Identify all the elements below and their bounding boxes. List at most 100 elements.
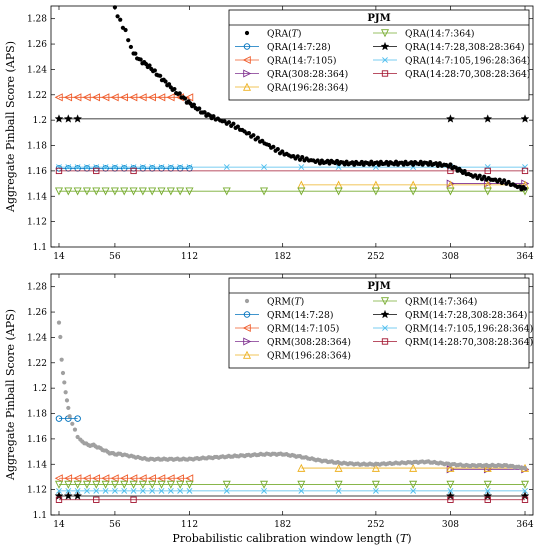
panel-1-series-marker bbox=[129, 474, 138, 483]
panel-0-series-7 bbox=[55, 167, 529, 175]
panel-0-ytick-label: 1.26 bbox=[27, 40, 47, 50]
panel-0-legend-swatch-marker bbox=[382, 57, 388, 63]
panel-0-y-axis-label: Aggregate Pinball Score (APS) bbox=[4, 41, 17, 213]
panel-1-series-marker bbox=[335, 487, 342, 494]
legend-curve-main: QRA( bbox=[267, 28, 292, 39]
x-axis-label-end: ) bbox=[407, 532, 411, 545]
panel-0-series-marker bbox=[185, 187, 194, 196]
panel-1-legend-swatch-marker bbox=[381, 338, 389, 345]
panel-1-legend-swatch-marker bbox=[242, 323, 251, 333]
panel-1-curve-point bbox=[70, 421, 75, 426]
panel-1-ytick-label: 1.26 bbox=[27, 308, 47, 318]
panel-0-series-marker bbox=[139, 164, 146, 171]
panel-1-series-marker bbox=[166, 480, 175, 489]
panel-1-series-marker bbox=[157, 480, 166, 489]
panel-1-series-marker bbox=[483, 491, 493, 500]
panel-0-axes-box bbox=[50, 5, 534, 248]
panel-1-curve-point bbox=[56, 320, 62, 325]
panel-0-series-marker bbox=[176, 187, 185, 196]
panel-0-legend-label: QRA(14:7:105) bbox=[267, 55, 337, 66]
panel-1-series-marker bbox=[409, 480, 418, 489]
panel-1-series-marker bbox=[222, 480, 231, 489]
panel-1-legend-swatch-marker bbox=[382, 325, 388, 331]
panel-0-series-marker bbox=[120, 187, 129, 196]
panel-0-curve-point bbox=[477, 173, 482, 178]
panel-0-series-marker bbox=[73, 187, 82, 196]
panel-1-series-marker bbox=[149, 487, 156, 494]
panel-0-curve-point bbox=[138, 57, 143, 62]
panel-0-series-marker bbox=[82, 93, 91, 102]
panel-1-series-marker bbox=[522, 487, 528, 494]
panel-1-xtick-label: 308 bbox=[442, 520, 459, 530]
panel-0-series-marker bbox=[158, 164, 165, 171]
panel-0-series-marker bbox=[54, 187, 64, 196]
panel-1-legend-label: QRM(196:28:364) bbox=[267, 350, 351, 361]
panel-1-series-marker bbox=[64, 480, 73, 489]
panel-1-legend-swatch-marker bbox=[380, 297, 390, 306]
panel-1-legend-label: QRM(14:7:105) bbox=[267, 323, 339, 334]
panel-0-series-5 bbox=[54, 114, 530, 123]
panel-1-series-marker bbox=[73, 474, 82, 483]
panel-1-xtick-label: 112 bbox=[181, 520, 198, 530]
panel-1-legend-entry: QRM(14:7:28,308:28:364) bbox=[373, 310, 527, 321]
panel-1-legend-label: QRM(14:28:70,308:28:364) bbox=[405, 337, 533, 348]
panel-1-series-marker bbox=[409, 463, 418, 472]
panel-0-curve-point bbox=[172, 86, 177, 92]
panel-0-curve-point bbox=[115, 14, 120, 19]
panel-0-series-marker bbox=[130, 164, 137, 171]
panel-1-series-marker bbox=[446, 463, 455, 472]
panel-1-series-marker bbox=[138, 480, 147, 489]
panel-1-series-marker bbox=[447, 496, 454, 503]
panel-1-y-axis-label: Aggregate Pinball Score (APS) bbox=[4, 309, 17, 481]
panel-1-series-6 bbox=[56, 487, 528, 494]
panel-0-series-marker bbox=[261, 164, 267, 171]
panel-0-legend-label: QRA(14:7:28) bbox=[267, 42, 331, 53]
panel-0-curve-point bbox=[158, 73, 163, 78]
x-axis-label-var: T bbox=[400, 532, 409, 545]
panel-0-curve-point bbox=[462, 168, 467, 174]
panel-0-ytick-label: 1.22 bbox=[27, 91, 47, 101]
panel-1-series-marker bbox=[56, 487, 62, 494]
panel-1-series-marker bbox=[185, 474, 194, 483]
x-axis-label-main: Probabilistic calibration window length … bbox=[172, 532, 400, 545]
panel-0-series-marker bbox=[73, 93, 82, 102]
panel-1-series-marker bbox=[157, 474, 166, 483]
panel-1-series-marker bbox=[521, 496, 529, 503]
panel-1-curve-point bbox=[60, 370, 66, 376]
panel-1-series-marker bbox=[297, 463, 306, 472]
panel-0-curve-point bbox=[147, 63, 152, 68]
panel-1-series-marker bbox=[110, 474, 119, 483]
panel-0-series-marker bbox=[101, 93, 110, 102]
panel-0-curve-point bbox=[197, 106, 202, 111]
panel-1-legend-swatch-curve bbox=[244, 298, 250, 304]
panel-1-series-marker bbox=[261, 487, 267, 494]
panel-0-curve-point bbox=[251, 133, 256, 138]
panel-0-curve-point bbox=[128, 44, 133, 50]
panel-1-series-marker bbox=[93, 487, 100, 494]
panel-1-legend-entry: QRM(14:7:28) bbox=[235, 310, 333, 321]
panel-1-series-marker bbox=[63, 491, 73, 500]
panel-0-legend-entry: QRA(14:7:105,196:28:364) bbox=[373, 55, 530, 66]
panel-1-curve-point bbox=[66, 405, 71, 411]
panel-1-series-marker bbox=[410, 487, 417, 494]
panel-1-ytick-label: 1.22 bbox=[27, 359, 47, 369]
panel-0-series-marker bbox=[166, 187, 175, 196]
panel-1-ytick-label: 1.12 bbox=[27, 486, 47, 496]
panel-0-series-marker bbox=[63, 114, 73, 123]
panel-1-legend-title: PJM bbox=[367, 281, 390, 292]
panel-0-series-marker bbox=[298, 164, 305, 171]
panel-0-curve-point bbox=[482, 174, 487, 179]
panel-1-series-marker bbox=[73, 491, 83, 500]
panel-1-legend-entry: QRM(14:28:70,308:28:364) bbox=[373, 337, 533, 348]
panel-0-series-marker bbox=[186, 164, 193, 171]
panel-1-legend-label: QRM(308:28:364) bbox=[267, 337, 351, 348]
panel-1-series-marker bbox=[130, 496, 137, 503]
panel-0-legend-swatch-curve bbox=[244, 30, 250, 36]
panel-1-curve-point bbox=[58, 334, 63, 340]
panel-0-curve-point bbox=[280, 149, 285, 154]
panel-0-series-marker bbox=[371, 187, 380, 196]
panel-0-series-marker bbox=[64, 187, 73, 196]
panel-1-ytick-label: 1.18 bbox=[27, 410, 47, 420]
panel-0-legend-entry: QRA(14:7:364) bbox=[373, 28, 475, 39]
panel-1-series-marker bbox=[176, 480, 185, 489]
